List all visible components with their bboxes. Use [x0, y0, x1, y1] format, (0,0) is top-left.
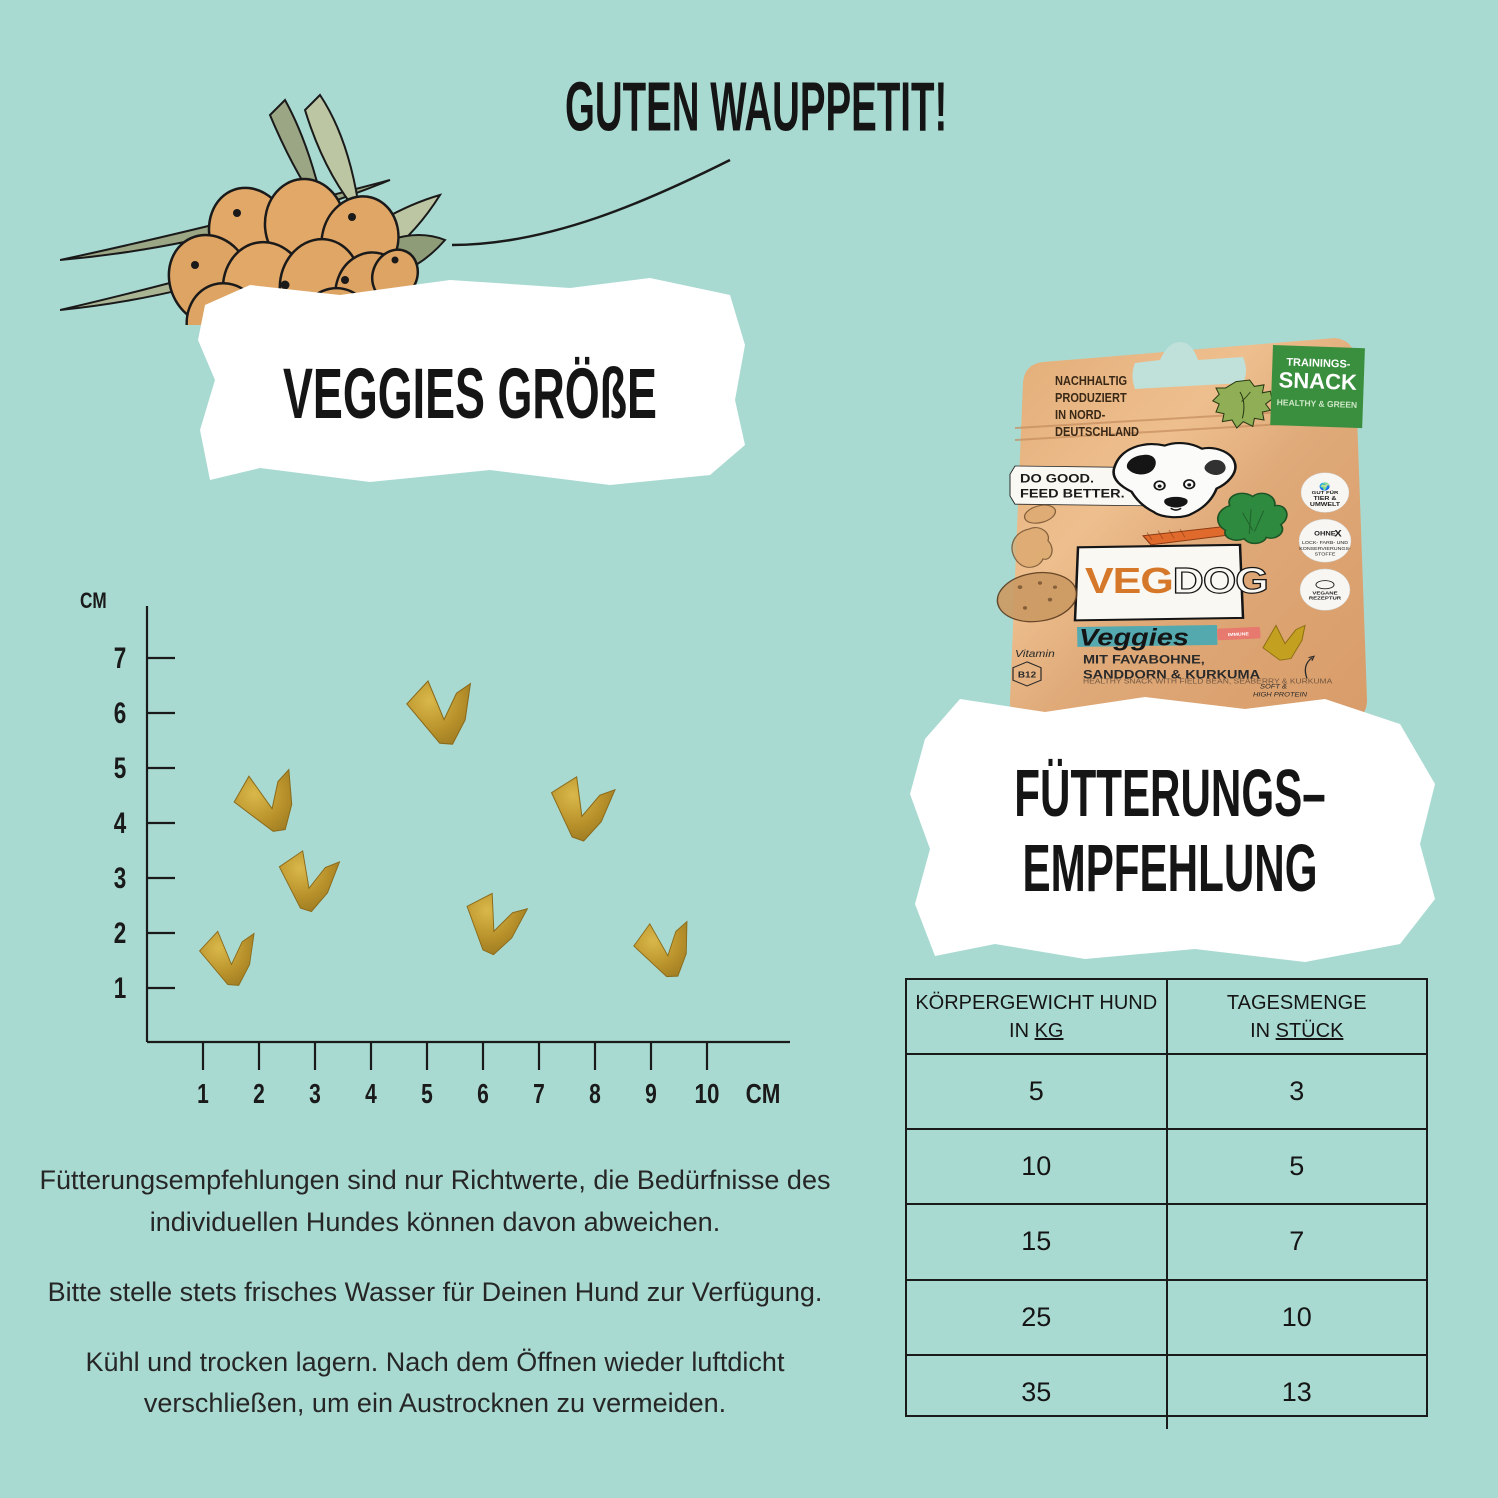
- svg-text:Veggies: Veggies: [1079, 624, 1189, 651]
- svg-text:4: 4: [114, 806, 127, 840]
- svg-text:PRODUZIERT: PRODUZIERT: [1055, 390, 1127, 405]
- svg-text:SNACK: SNACK: [1278, 367, 1357, 395]
- svg-text:2: 2: [114, 916, 127, 950]
- svg-text:KONSERVIERUNGS-: KONSERVIERUNGS-: [1299, 546, 1351, 551]
- svg-text:X: X: [1334, 529, 1342, 539]
- svg-text:6: 6: [477, 1079, 489, 1110]
- svg-text:HEALTHY SNACK WITH FIELD BEAN,: HEALTHY SNACK WITH FIELD BEAN, SEABERRY …: [1083, 677, 1333, 685]
- svg-text:REZEPTUR: REZEPTUR: [1309, 596, 1341, 601]
- svg-text:DEUTSCHLAND: DEUTSCHLAND: [1055, 424, 1139, 439]
- svg-text:STOFFE: STOFFE: [1315, 552, 1337, 557]
- svg-text:B12: B12: [1018, 670, 1036, 679]
- svg-text:2: 2: [253, 1079, 265, 1110]
- svg-text:FEED BETTER.: FEED BETTER.: [1020, 487, 1125, 501]
- svg-text:FÜTTERUNGS–: FÜTTERUNGS–: [1014, 755, 1325, 830]
- svg-text:EMPFEHLUNG: EMPFEHLUNG: [1022, 830, 1317, 905]
- svg-text:IN NORD-: IN NORD-: [1055, 407, 1105, 422]
- svg-text:🌍: 🌍: [1319, 482, 1330, 491]
- svg-text:7: 7: [533, 1079, 545, 1110]
- svg-text:DO GOOD.: DO GOOD.: [1020, 472, 1094, 486]
- svg-text:3: 3: [309, 1079, 321, 1110]
- svg-text:5: 5: [421, 1079, 433, 1110]
- svg-text:7: 7: [114, 641, 127, 675]
- svg-text:IMMUNE: IMMUNE: [1228, 632, 1249, 638]
- svg-text:4: 4: [365, 1079, 377, 1110]
- svg-text:OHNE: OHNE: [1314, 531, 1336, 537]
- svg-text:1: 1: [114, 971, 127, 1005]
- svg-text:MIT FAVABOHNE,: MIT FAVABOHNE,: [1083, 653, 1205, 667]
- svg-text:VEGGIES GRÖßE: VEGGIES GRÖßE: [283, 353, 657, 433]
- svg-text:10: 10: [695, 1079, 720, 1110]
- svg-text:6: 6: [114, 696, 127, 730]
- svg-text:5: 5: [114, 751, 127, 785]
- svg-text:1: 1: [197, 1079, 209, 1110]
- svg-text:Vitamin: Vitamin: [1015, 649, 1055, 660]
- svg-text:3: 3: [114, 861, 127, 895]
- svg-text:CM: CM: [746, 1079, 781, 1110]
- svg-text:8: 8: [589, 1079, 601, 1110]
- svg-text:LOCK- FARB- UND: LOCK- FARB- UND: [1302, 540, 1349, 545]
- svg-text:9: 9: [645, 1079, 657, 1110]
- svg-text:SOFT &: SOFT &: [1260, 684, 1287, 690]
- svg-text:CM: CM: [80, 589, 107, 614]
- svg-text:VEGDOG: VEGDOG: [1085, 561, 1268, 601]
- svg-text:NACHHALTIG: NACHHALTIG: [1055, 373, 1127, 388]
- svg-text:UMWELT: UMWELT: [1310, 501, 1340, 507]
